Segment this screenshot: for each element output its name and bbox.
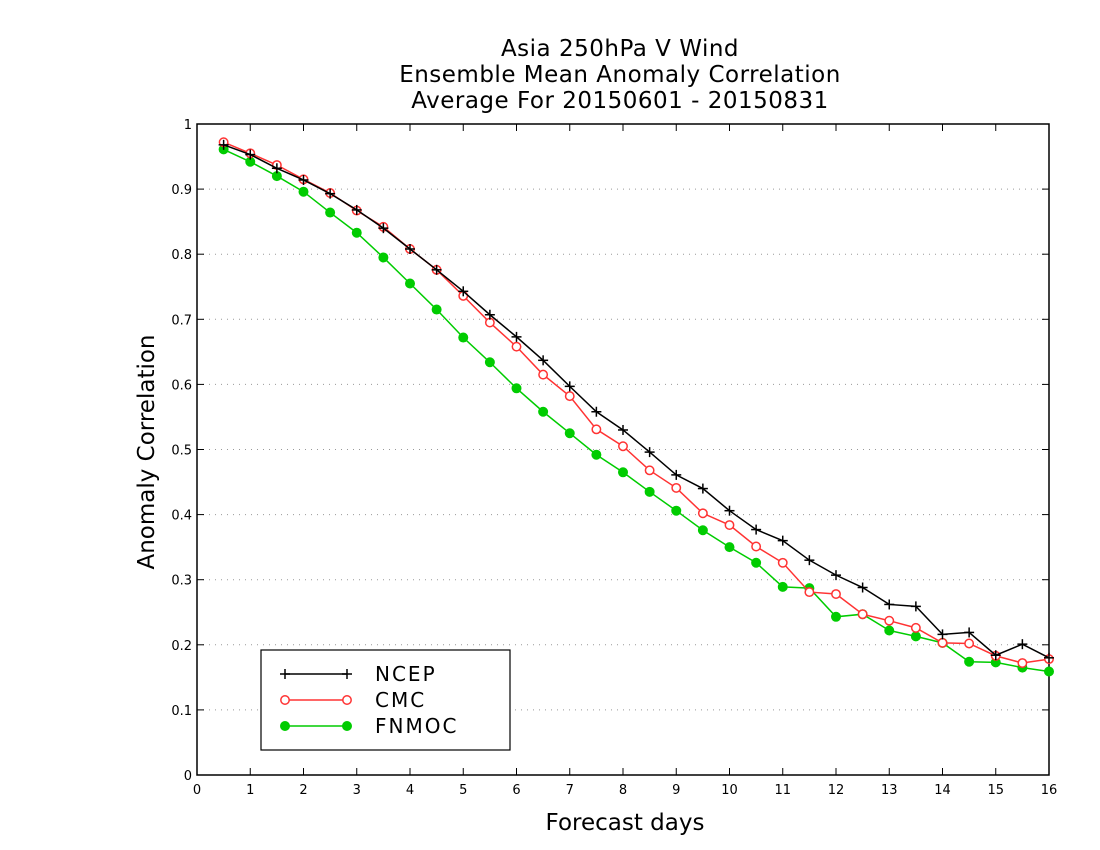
x-axis-label: Forecast days bbox=[545, 810, 705, 836]
y-tick-label: 0.7 bbox=[171, 313, 192, 328]
data-point bbox=[405, 278, 415, 289]
y-tick-label: 0.6 bbox=[171, 378, 192, 393]
data-point bbox=[280, 695, 290, 705]
data-point bbox=[671, 482, 682, 493]
data-point bbox=[538, 369, 549, 380]
data-point bbox=[724, 542, 735, 553]
data-point bbox=[671, 505, 682, 516]
title-line-3: Average For 20150601 - 20150831 bbox=[411, 88, 829, 114]
data-point bbox=[910, 622, 921, 633]
series-fnmoc bbox=[218, 144, 1054, 677]
y-tick-label: 0.8 bbox=[171, 248, 192, 263]
x-tick-label: 16 bbox=[1041, 783, 1058, 798]
data-point bbox=[937, 637, 948, 648]
series-cmc bbox=[218, 137, 1054, 668]
title-line-1: Asia 250hPa V Wind bbox=[500, 36, 740, 62]
data-point bbox=[431, 304, 442, 315]
data-point bbox=[591, 449, 602, 460]
legend-item-cmc: CMC bbox=[280, 688, 426, 712]
series-ncep bbox=[218, 139, 1054, 663]
x-tick-label: 9 bbox=[672, 783, 680, 798]
x-tick-label: 11 bbox=[774, 783, 791, 798]
data-point bbox=[591, 424, 602, 435]
data-point bbox=[884, 625, 895, 636]
x-tick-label: 14 bbox=[934, 783, 951, 798]
data-point bbox=[325, 207, 336, 218]
y-tick-label: 0 bbox=[184, 769, 192, 784]
data-point bbox=[644, 486, 655, 497]
y-tick-label: 0.9 bbox=[171, 183, 192, 198]
x-tick-label: 3 bbox=[353, 783, 361, 798]
data-point bbox=[644, 465, 655, 476]
legend-label: NCEP bbox=[375, 662, 437, 686]
data-point bbox=[910, 631, 921, 642]
legend-item-fnmoc: FNMOC bbox=[280, 714, 458, 738]
y-tick-label: 0.5 bbox=[171, 444, 192, 459]
data-point bbox=[618, 441, 628, 452]
series-line bbox=[223, 141, 1050, 664]
data-point bbox=[857, 609, 868, 620]
data-point bbox=[884, 615, 895, 626]
data-point bbox=[351, 227, 362, 238]
x-tick-label: 8 bbox=[619, 783, 627, 798]
series-line bbox=[223, 148, 1050, 673]
x-tick-label: 15 bbox=[987, 783, 1004, 798]
data-point bbox=[1017, 658, 1028, 668]
data-point bbox=[964, 638, 975, 649]
y-tick-label: 0.4 bbox=[171, 509, 192, 524]
data-point bbox=[538, 406, 549, 417]
data-point bbox=[751, 541, 762, 552]
x-tick-label: 1 bbox=[246, 783, 254, 798]
data-point bbox=[751, 557, 762, 568]
x-tick-label: 10 bbox=[721, 783, 738, 798]
data-point bbox=[964, 656, 975, 667]
data-point bbox=[777, 557, 788, 568]
data-point bbox=[484, 357, 495, 368]
data-point bbox=[564, 428, 575, 439]
data-point bbox=[1044, 666, 1054, 677]
x-tick-label: 2 bbox=[299, 783, 307, 798]
x-tick-label: 7 bbox=[566, 783, 574, 798]
data-point bbox=[280, 721, 290, 731]
y-tick-label: 1 bbox=[184, 118, 192, 133]
data-point bbox=[618, 467, 628, 478]
legend-label: CMC bbox=[375, 688, 426, 712]
data-point bbox=[777, 581, 788, 592]
data-point bbox=[298, 186, 309, 197]
x-tick-label: 5 bbox=[459, 783, 467, 798]
data-point bbox=[342, 695, 352, 705]
data-point bbox=[697, 508, 708, 519]
series-line bbox=[223, 144, 1050, 659]
x-tick-label: 12 bbox=[828, 783, 845, 798]
data-point bbox=[804, 587, 815, 598]
legend-item-ncep: NCEP bbox=[280, 662, 437, 686]
data-point bbox=[697, 525, 708, 536]
data-point bbox=[342, 721, 352, 731]
y-tick-label: 0.1 bbox=[171, 704, 192, 719]
data-point bbox=[724, 520, 735, 530]
y-tick-label: 0.2 bbox=[171, 639, 192, 654]
data-point bbox=[511, 341, 522, 352]
x-tick-label: 0 bbox=[193, 783, 201, 798]
y-tick-label: 0.3 bbox=[171, 574, 192, 589]
data-point bbox=[831, 589, 841, 599]
data-point bbox=[511, 383, 522, 394]
data-point bbox=[378, 252, 389, 263]
x-tick-label: 13 bbox=[881, 783, 898, 798]
x-tick-label: 4 bbox=[406, 783, 414, 798]
title-line-2: Ensemble Mean Anomaly Correlation bbox=[399, 62, 841, 88]
legend-label: FNMOC bbox=[375, 714, 458, 738]
data-point bbox=[564, 391, 575, 402]
data-point bbox=[458, 332, 469, 343]
x-tick-label: 6 bbox=[512, 783, 520, 798]
data-point bbox=[831, 611, 841, 622]
